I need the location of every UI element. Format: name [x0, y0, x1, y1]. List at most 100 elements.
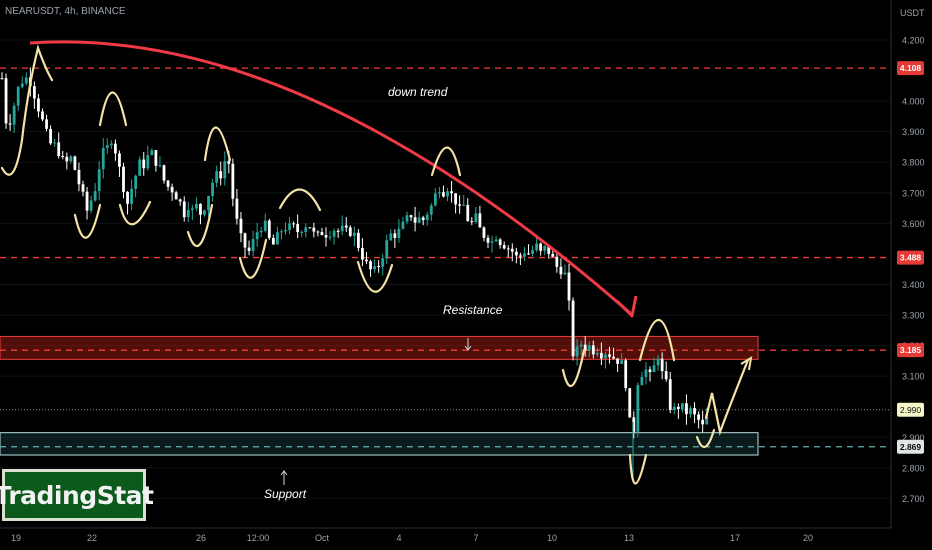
candle-body	[235, 198, 239, 219]
price-level-badge	[897, 343, 924, 358]
candle-body	[393, 233, 397, 238]
candle-body	[255, 232, 259, 240]
candle-body	[101, 148, 105, 170]
candle-body	[357, 232, 360, 249]
candle-body	[45, 119, 48, 129]
candle-body	[494, 239, 498, 242]
price-level-badge	[897, 61, 924, 76]
candle-body	[567, 272, 571, 301]
candle-body	[158, 165, 162, 167]
candle-body	[239, 218, 243, 234]
candle-body	[0, 78, 4, 80]
candle-body	[361, 248, 364, 260]
candle-body	[676, 406, 680, 410]
candle-body	[543, 245, 547, 251]
annotation-text: down trend	[388, 85, 448, 99]
candle-body	[251, 239, 255, 252]
candle-body	[527, 253, 530, 255]
candle-body	[502, 245, 506, 249]
y-tick-label: 2.900	[902, 433, 925, 443]
candle-body	[316, 231, 320, 233]
candle-body	[57, 142, 61, 157]
candle-body	[417, 217, 421, 223]
hand-drawn-squiggle	[695, 428, 716, 448]
support-zone	[0, 432, 759, 456]
candle-body	[312, 227, 316, 232]
symbol-title[interactable]: NEARUSDT, 4h, BINANCE	[5, 6, 126, 17]
x-tick-label: 17	[730, 533, 740, 543]
candle-body	[608, 354, 611, 357]
candle-body	[215, 171, 219, 183]
candle-body	[122, 166, 125, 192]
x-axis-tick-labels[interactable]: 19 22 26 12:00 Oct 4 7 10 13 17 20	[11, 533, 813, 543]
y-tick-label: 3.100	[902, 372, 925, 382]
price-level-badge-label: 3.185	[900, 345, 922, 355]
candle-body	[138, 159, 142, 176]
hand-drawn-squiggle	[73, 203, 102, 239]
candle-body	[612, 356, 615, 359]
candle-body	[506, 248, 510, 250]
candle-body	[373, 266, 376, 270]
price-level-badge-label: 3.488	[900, 253, 922, 263]
hand-drawn-squiggle	[561, 348, 586, 387]
candle-body	[284, 230, 287, 232]
candle-body	[705, 414, 709, 425]
current-price-label: 2.990	[900, 405, 922, 415]
candle-body	[276, 232, 279, 245]
candle-body	[474, 213, 478, 223]
hand-drawn-squiggle	[638, 319, 676, 362]
resistance-zone	[0, 335, 759, 360]
candle-body	[409, 215, 413, 218]
candle-body	[97, 169, 101, 192]
candle-body	[681, 403, 684, 410]
candle-body	[126, 191, 129, 204]
candle-body	[648, 369, 652, 373]
candle-body	[583, 344, 587, 351]
y-axis-unit: USDT	[900, 8, 925, 18]
x-tick-label: 13	[624, 533, 634, 543]
y-tick-label: 3.400	[902, 280, 925, 290]
candle-body	[53, 142, 57, 144]
candle-body	[211, 182, 214, 196]
candle-body	[490, 241, 494, 243]
candle-body	[227, 161, 231, 164]
candle-body	[632, 417, 636, 432]
y-tick-label: 4.200	[902, 36, 925, 46]
candle-body	[365, 259, 368, 262]
y-tick-label: 4.000	[902, 97, 925, 107]
candle-body	[231, 163, 235, 199]
candle-body	[170, 186, 174, 193]
hand-drawn-squiggle	[203, 126, 232, 162]
y-tick-label: 2.700	[902, 494, 925, 504]
candle-body	[466, 204, 470, 222]
y-tick-label: 3.600	[902, 219, 925, 229]
y-tick-label: 3.300	[902, 311, 925, 321]
resistance-pointer-head	[464, 345, 472, 351]
candle-body	[304, 227, 308, 232]
candle-body	[195, 203, 198, 209]
candle-body	[689, 408, 692, 415]
candle-body	[672, 406, 676, 410]
candle-body	[186, 209, 190, 218]
hand-drawn-squiggle	[430, 146, 462, 177]
x-tick-label: 19	[11, 533, 21, 543]
candle-body	[154, 150, 158, 166]
tradingstat-logo: TradingStat	[0, 469, 154, 521]
candle-body	[150, 150, 154, 156]
x-tick-label: 10	[547, 533, 557, 543]
candle-body	[389, 233, 393, 241]
candle-body	[267, 220, 271, 238]
annotation-text: Support	[264, 487, 307, 501]
candle-body	[450, 191, 453, 194]
current-price-badge	[897, 402, 924, 417]
hand-drawn-squiggle	[118, 200, 152, 226]
candle-body	[348, 227, 352, 236]
candle-body	[182, 201, 186, 218]
annotation-text: Resistance	[443, 303, 503, 317]
candle-body	[458, 204, 462, 206]
candle-body	[697, 414, 700, 420]
candle-body	[174, 192, 178, 200]
candle-body	[498, 239, 502, 246]
candle-body	[575, 346, 579, 357]
